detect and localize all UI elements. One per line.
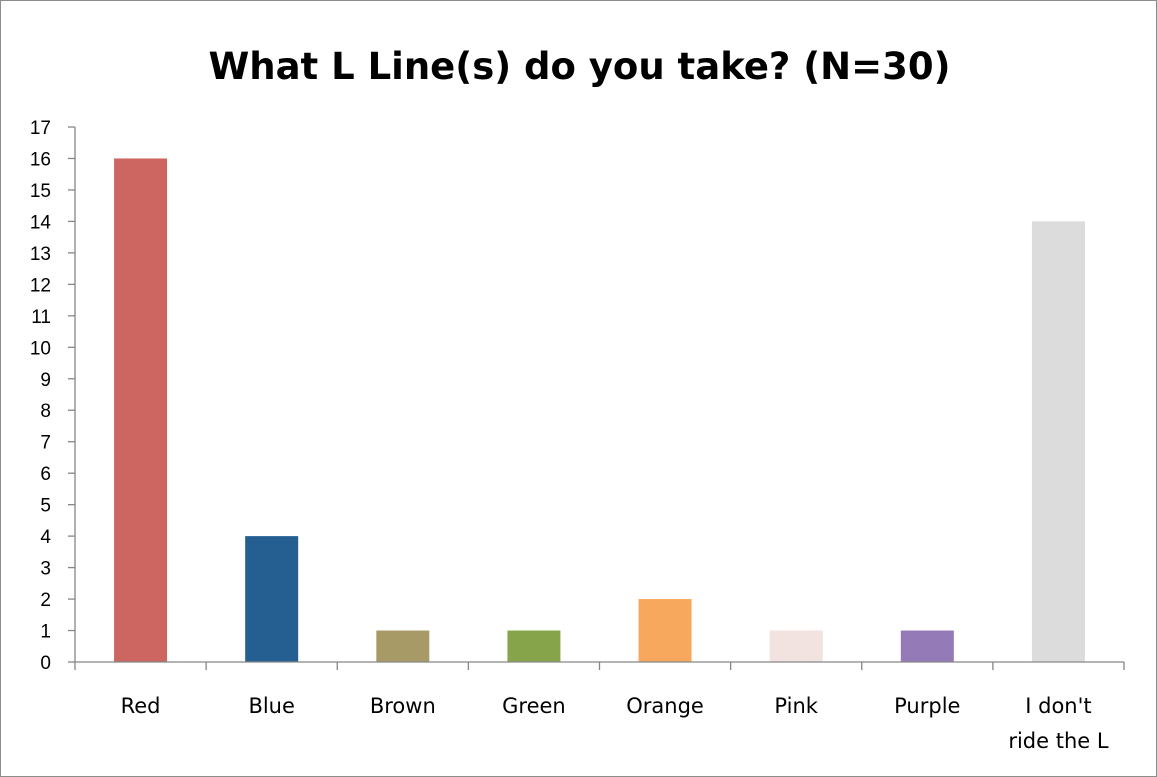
y-tick-label: 11 (31, 307, 51, 328)
y-tick-label: 10 (30, 338, 51, 359)
y-tick-label: 5 (40, 496, 51, 517)
y-tick-label: 16 (30, 149, 51, 170)
bar-blue (245, 536, 299, 662)
x-category-label: Red (121, 694, 161, 718)
x-category-label: Blue (248, 694, 294, 718)
y-tick-label: 6 (40, 464, 51, 485)
x-category-label: Pink (774, 694, 818, 718)
bar-red (114, 158, 168, 662)
y-tick-label: 8 (40, 401, 51, 422)
bar-purple (900, 630, 954, 662)
x-category-label: Purple (894, 694, 960, 718)
bar-green (507, 630, 561, 662)
y-tick-label: 15 (30, 181, 51, 202)
y-tick-label: 9 (40, 370, 51, 391)
bar-brown (376, 630, 430, 662)
bar-i-don-t-ride-the-l (1031, 221, 1085, 663)
y-tick-label: 17 (30, 118, 51, 139)
y-tick-label: 7 (40, 433, 51, 454)
y-tick-label: 0 (40, 653, 51, 674)
chart-title: What L Line(s) do you take? (N=30) (208, 45, 951, 88)
y-tick-label: 4 (40, 527, 51, 548)
y-tick-label: 1 (40, 622, 51, 643)
y-tick-label: 14 (30, 212, 52, 233)
y-tick-label: 13 (30, 244, 51, 265)
x-category-label: Orange (626, 694, 704, 718)
y-tick-label: 3 (40, 559, 51, 580)
bar-orange (638, 599, 692, 662)
y-tick-label: 12 (30, 275, 51, 296)
x-category-label: I don't ride the L (1008, 694, 1109, 753)
x-category-label: Green (502, 694, 566, 718)
y-tick-label: 2 (40, 590, 51, 611)
x-category-label: Brown (370, 694, 436, 718)
bar-pink (769, 630, 823, 662)
